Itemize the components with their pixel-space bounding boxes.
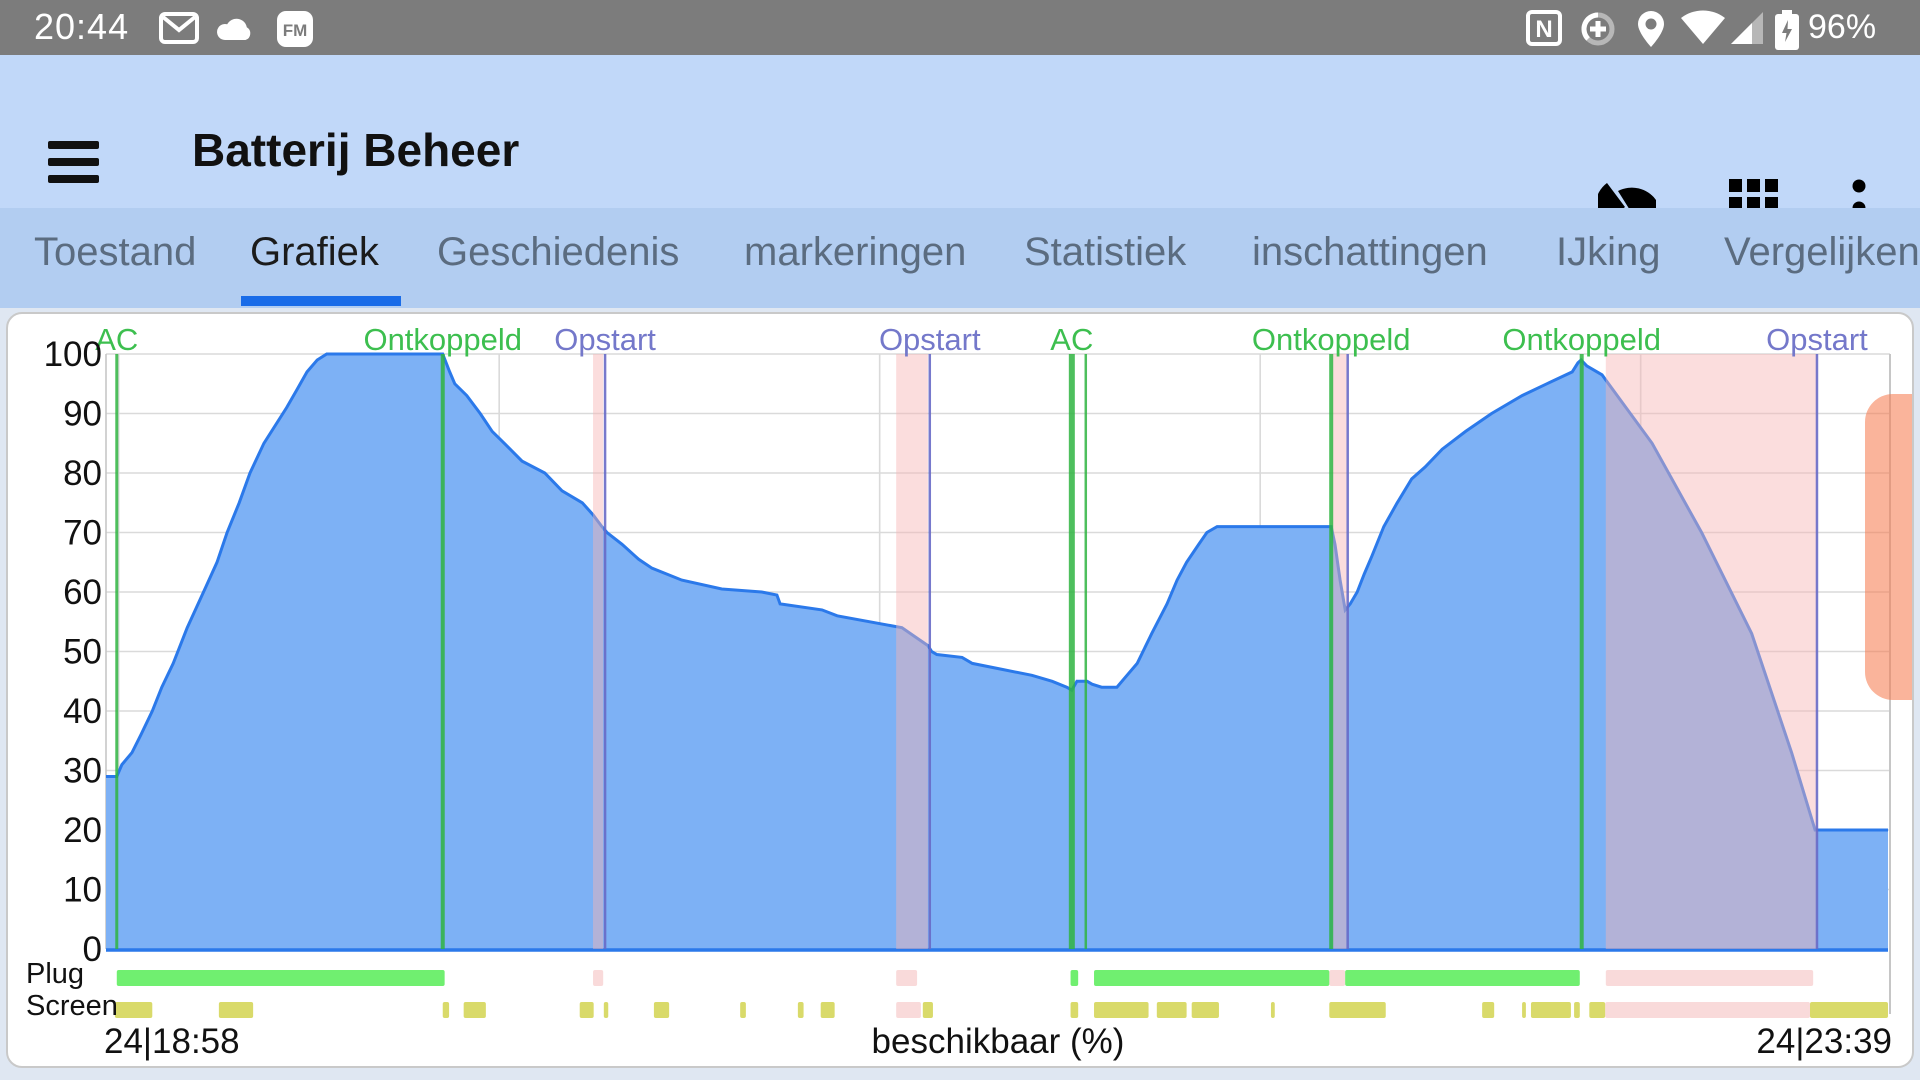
tab-markeringen[interactable]: markeringen [744, 230, 967, 274]
battery-charging-icon [1775, 10, 1799, 50]
plug-off-segment [896, 970, 918, 986]
y-tick-10: 10 [63, 871, 102, 910]
screen-on-segment [463, 1002, 486, 1018]
x-axis-end-time: 24|23:39 [1756, 1022, 1892, 1061]
screen-on-segment [922, 1002, 933, 1018]
tab-vergelijken[interactable]: Vergelijken [1724, 230, 1920, 274]
tab-toestand[interactable]: Toestand [34, 230, 197, 274]
menu-icon[interactable] [48, 141, 99, 184]
fm-icon: FM [277, 11, 313, 47]
cloud-icon [217, 18, 251, 40]
screen-on-segment [1156, 1002, 1187, 1018]
nfc-icon: N [1526, 10, 1562, 46]
screen-on-segment [1522, 1002, 1526, 1018]
cell-signal-icon [1731, 12, 1763, 44]
tab-grafiek[interactable]: Grafiek [250, 230, 379, 274]
screen-on-segment [1589, 1002, 1606, 1018]
screen-on-segment [1070, 1002, 1079, 1018]
screen-on-segment [1574, 1002, 1580, 1018]
event-label-unplug: Ontkoppeld [1502, 322, 1661, 357]
status-time: 20:44 [34, 6, 130, 47]
y-tick-20: 20 [63, 811, 102, 850]
screen-off-segment [896, 1002, 921, 1018]
x-axis-start-time: 24|18:58 [104, 1022, 240, 1061]
screen-on-segment [442, 1002, 450, 1018]
plug-off-segment [1329, 970, 1346, 986]
event-label-unplug: Ontkoppeld [363, 322, 522, 357]
x-axis-title: beschikbaar (%) [871, 1022, 1125, 1061]
screen-on-segment [653, 1002, 670, 1018]
y-tick-30: 30 [63, 752, 102, 791]
screen-on-segment [218, 1002, 254, 1018]
gmail-icon [159, 12, 199, 44]
tab-bar: Toestand Grafiek Geschiedenis markeringe… [0, 208, 1920, 308]
y-tick-70: 70 [63, 514, 102, 553]
svg-text:FM: FM [283, 21, 308, 40]
plug-charging-segment [1070, 970, 1079, 986]
location-icon [1638, 11, 1664, 47]
app-bar: Batterij Beheer [0, 55, 1920, 241]
wifi-icon [1681, 10, 1725, 44]
battery-level-chart[interactable]: AC Ontkoppeld Opstart Opstart AC Ontkoppeld On… [8, 314, 1914, 1068]
y-tick-40: 40 [63, 692, 102, 731]
event-label-ac: AC [95, 322, 138, 357]
plug-off-segment [593, 970, 604, 986]
reboot-band [1605, 354, 1817, 949]
screen-on-segment [1191, 1002, 1219, 1018]
plug-charging-segment [1094, 970, 1330, 986]
tab-inschattingen[interactable]: inschattingen [1252, 230, 1488, 274]
reboot-band [593, 354, 604, 949]
reboot-band [896, 354, 928, 949]
screen-on-segment [820, 1002, 835, 1018]
screen-on-segment [1809, 1002, 1888, 1018]
event-label-boot: Opstart [554, 322, 656, 357]
page-title: Batterij Beheer [192, 124, 520, 176]
battery-percent: 96% [1808, 8, 1877, 46]
y-tick-50: 50 [63, 633, 102, 672]
y-tick-0: 0 [83, 930, 102, 969]
screen-on-segment [1530, 1002, 1571, 1018]
y-tick-80: 80 [63, 454, 102, 493]
screen-on-segment [114, 1002, 153, 1018]
screen-row-label: Screen [26, 990, 118, 1022]
status-bar: 20:44 FM N [0, 0, 1920, 55]
screen-on-segment [1094, 1002, 1149, 1018]
tab-geschiedenis[interactable]: Geschiedenis [437, 230, 680, 274]
battery-area-line [106, 352, 1888, 832]
svg-text:N: N [1535, 16, 1552, 43]
screen-on-segment [797, 1002, 804, 1018]
battery-chart-card: AC Ontkoppeld Opstart Opstart AC Ontkoppeld On… [6, 312, 1914, 1068]
screen-off-segment [1605, 1002, 1810, 1018]
selected-tab-underline [241, 296, 401, 306]
y-tick-100: 100 [44, 335, 102, 374]
y-tick-60: 60 [63, 573, 102, 612]
event-label-ac: AC [1050, 322, 1093, 357]
screen-on-segment [1270, 1002, 1275, 1018]
screen-on-segment [740, 1002, 746, 1018]
data-saver-icon [1581, 12, 1615, 46]
reboot-band [1332, 354, 1347, 949]
plug-off-segment [1605, 970, 1814, 986]
timeline-scroll-handle[interactable] [1865, 394, 1914, 700]
y-tick-90: 90 [63, 395, 102, 434]
battery-area-fill [106, 354, 1888, 949]
event-label-unplug: Ontkoppeld [1252, 322, 1411, 357]
screen-on-segment [603, 1002, 609, 1018]
plug-charging-segment [1345, 970, 1580, 986]
screen-on-segment [579, 1002, 594, 1018]
event-label-boot: Opstart [879, 322, 981, 357]
screen-on-segment [1329, 1002, 1386, 1018]
plug-charging-segment [116, 970, 445, 986]
screen-on-segment [1482, 1002, 1495, 1018]
plug-row-label: Plug [26, 958, 85, 990]
tab-statistiek[interactable]: Statistiek [1024, 230, 1187, 274]
tab-ijking[interactable]: IJking [1556, 230, 1661, 274]
event-label-boot: Opstart [1766, 322, 1868, 357]
